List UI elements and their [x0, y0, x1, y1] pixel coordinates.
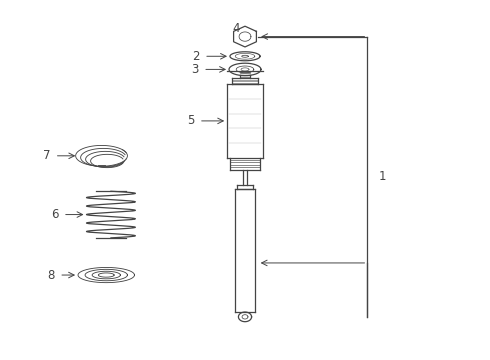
Text: 3: 3: [191, 63, 198, 76]
Text: 8: 8: [47, 269, 54, 282]
Text: 2: 2: [192, 50, 199, 63]
Text: 5: 5: [187, 114, 194, 127]
Text: 7: 7: [43, 149, 50, 162]
Text: 6: 6: [51, 208, 58, 221]
Text: 1: 1: [379, 170, 387, 183]
Text: 4: 4: [233, 22, 240, 35]
